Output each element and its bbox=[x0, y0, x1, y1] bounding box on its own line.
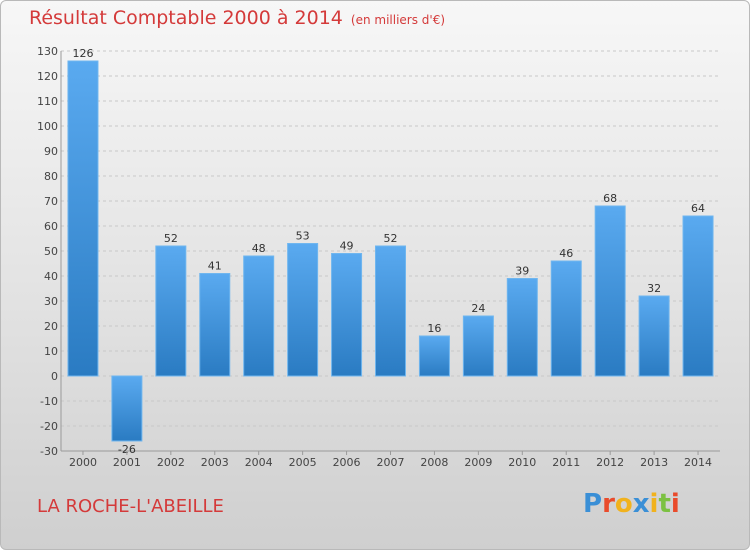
data-label: 52 bbox=[384, 232, 398, 245]
x-tick-label: 2008 bbox=[420, 456, 448, 469]
proxiti-logo: Proxiti bbox=[583, 489, 680, 519]
bar bbox=[638, 295, 670, 377]
bar bbox=[594, 205, 626, 377]
chart-title: Résultat Comptable 2000 à 2014 (en millie… bbox=[29, 7, 445, 29]
data-label: 126 bbox=[72, 47, 93, 60]
y-tick-label: 10 bbox=[44, 345, 58, 358]
y-tick-label: 80 bbox=[44, 170, 58, 183]
y-tick-label: -20 bbox=[40, 420, 58, 433]
commune-name: LA ROCHE-L'ABEILLE bbox=[37, 496, 224, 517]
x-tick-label: 2009 bbox=[464, 456, 492, 469]
x-tick-label: 2002 bbox=[157, 456, 185, 469]
x-tick-label: 2011 bbox=[552, 456, 580, 469]
x-tick-label: 2003 bbox=[201, 456, 229, 469]
x-tick-label: 2010 bbox=[508, 456, 536, 469]
data-label: 68 bbox=[603, 192, 617, 205]
x-tick-label: 2012 bbox=[596, 456, 624, 469]
bar bbox=[155, 245, 187, 377]
bar bbox=[331, 253, 363, 377]
bar bbox=[287, 243, 319, 377]
y-tick-label: 130 bbox=[37, 45, 58, 58]
data-label: 48 bbox=[252, 242, 266, 255]
y-tick-label: 30 bbox=[44, 295, 58, 308]
bar bbox=[67, 60, 99, 377]
y-tick-label: 120 bbox=[37, 70, 58, 83]
y-tick-label: 0 bbox=[51, 370, 58, 383]
y-tick-label: 50 bbox=[44, 245, 58, 258]
x-tick-label: 2006 bbox=[333, 456, 361, 469]
bar bbox=[462, 315, 494, 377]
data-label: 64 bbox=[691, 202, 705, 215]
data-label: 32 bbox=[647, 282, 661, 295]
data-label: 46 bbox=[559, 247, 573, 260]
x-tick-label: 2005 bbox=[289, 456, 317, 469]
x-tick-label: 2013 bbox=[640, 456, 668, 469]
logo-letter: r bbox=[602, 489, 615, 519]
data-label: -26 bbox=[118, 443, 136, 456]
y-tick-label: 90 bbox=[44, 145, 58, 158]
x-tick-label: 2007 bbox=[377, 456, 405, 469]
y-tick-label: -10 bbox=[40, 395, 58, 408]
chart-subtitle: (en milliers d'€) bbox=[350, 13, 446, 27]
bar bbox=[418, 335, 450, 377]
logo-letter: t bbox=[658, 489, 671, 519]
bar bbox=[506, 278, 538, 377]
data-label: 39 bbox=[515, 265, 529, 278]
y-tick-label: 40 bbox=[44, 270, 58, 283]
y-tick-label: 100 bbox=[37, 120, 58, 133]
logo-letter: i bbox=[649, 489, 659, 519]
y-tick-label: 60 bbox=[44, 220, 58, 233]
data-label: 53 bbox=[296, 230, 310, 243]
y-tick-label: -30 bbox=[40, 445, 58, 458]
data-label: 41 bbox=[208, 260, 222, 273]
x-tick-label: 2004 bbox=[245, 456, 273, 469]
y-tick-label: 110 bbox=[37, 95, 58, 108]
bar bbox=[111, 375, 143, 442]
logo-letter: o bbox=[614, 489, 633, 519]
data-label: 52 bbox=[164, 232, 178, 245]
x-tick-label: 2001 bbox=[113, 456, 141, 469]
chart-title-text: Résultat Comptable 2000 à 2014 bbox=[29, 7, 343, 29]
data-label: 16 bbox=[427, 322, 441, 335]
y-tick-label: 70 bbox=[44, 195, 58, 208]
logo-letter: i bbox=[670, 489, 680, 519]
x-tick-label: 2000 bbox=[69, 456, 97, 469]
data-label: 24 bbox=[471, 302, 485, 315]
logo-letter: x bbox=[632, 489, 650, 519]
x-tick-label: 2014 bbox=[684, 456, 712, 469]
y-tick-label: 20 bbox=[44, 320, 58, 333]
bar bbox=[243, 255, 275, 377]
bar bbox=[375, 245, 406, 377]
data-label: 49 bbox=[340, 240, 354, 253]
bar bbox=[550, 260, 582, 377]
bar bbox=[682, 215, 714, 377]
bar bbox=[199, 273, 231, 377]
logo-letter: P bbox=[583, 489, 603, 519]
